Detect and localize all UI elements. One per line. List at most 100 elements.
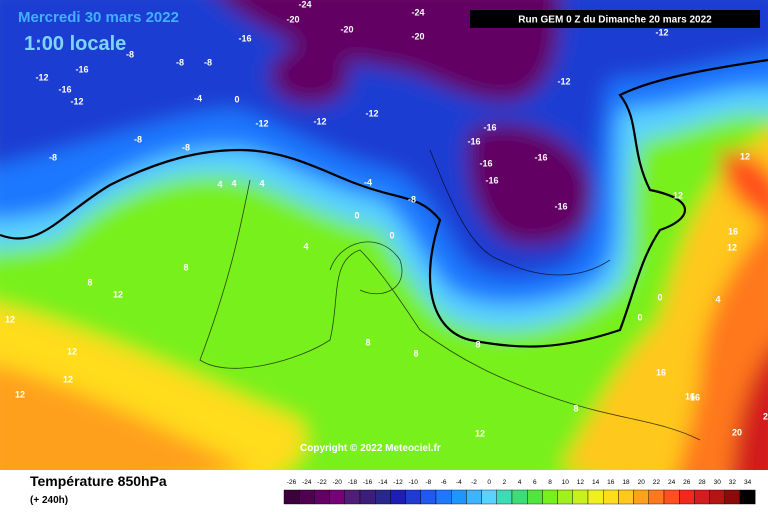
map-label: -16	[554, 201, 567, 211]
map-label: -16	[534, 152, 547, 162]
run-info: Run GEM 0 Z du Dimanche 20 mars 2022	[518, 15, 712, 26]
map-label: -8	[408, 194, 416, 204]
map-label: 12	[740, 151, 750, 161]
map-label: 16	[728, 226, 738, 236]
scale-tick: 14	[592, 479, 600, 486]
map-label: 4	[217, 179, 222, 189]
scale-swatch	[679, 489, 695, 505]
scale-swatch	[618, 489, 634, 505]
scale-swatch	[572, 489, 589, 505]
map-label: -12	[655, 27, 668, 37]
map-label: -16	[238, 33, 251, 43]
map-label: 4	[259, 178, 264, 188]
scale-tick: 20	[638, 479, 646, 486]
copyright: Copyright © 2022 Meteociel.fr	[300, 443, 441, 454]
map-label: -16	[75, 64, 88, 74]
map-label: -8	[134, 134, 142, 144]
scale-swatch	[694, 489, 710, 505]
map-label: -16	[479, 158, 492, 168]
map-label: -16	[485, 175, 498, 185]
scale-tick: -24	[302, 479, 312, 486]
footer-lead: (+ 240h)	[30, 495, 68, 506]
map-label: 12	[113, 289, 123, 299]
scale-tick: -26	[287, 479, 297, 486]
map-label: -12	[70, 96, 83, 106]
map-label: 0	[354, 210, 359, 220]
scale-tick: 16	[607, 479, 615, 486]
scale-tick: 32	[729, 479, 737, 486]
map-label: -8	[126, 49, 134, 59]
map-label: -12	[35, 72, 48, 82]
scale-tick: -22	[317, 479, 327, 486]
map-label: 16	[685, 391, 695, 401]
map-label: -16	[467, 136, 480, 146]
map-label: -20	[286, 14, 299, 24]
scale-swatch	[405, 489, 422, 505]
map-label: -4	[364, 177, 372, 187]
scale-tick: -8	[426, 479, 432, 486]
scale-tick: -2	[471, 479, 477, 486]
scale-swatch	[587, 489, 604, 505]
scale-tick: 18	[622, 479, 630, 486]
scale-swatch	[557, 489, 573, 505]
scale-tick: 28	[698, 479, 706, 486]
scale-tick: 8	[548, 479, 552, 486]
map-label: 12	[727, 242, 737, 252]
map-label: 12	[475, 428, 485, 438]
scale-tick: -4	[456, 479, 462, 486]
scale-tick: 26	[683, 479, 691, 486]
map-label: 12	[5, 314, 15, 324]
scale-tick: 10	[562, 479, 570, 486]
scale-tick: 2	[503, 479, 507, 486]
scale-swatch	[466, 489, 482, 505]
coastlines	[199, 149, 701, 441]
map-label: 20	[732, 427, 742, 437]
map-label: 12	[67, 346, 77, 356]
scale-tick: 6	[533, 479, 537, 486]
footer-title: Température 850hPa	[30, 473, 167, 489]
scale-tick: 22	[653, 479, 661, 486]
scale-swatch	[344, 489, 361, 505]
scale-tick: -6	[441, 479, 447, 486]
isotherm-zero	[0, 58, 768, 348]
scale-swatch	[542, 489, 558, 505]
scale-swatch	[283, 489, 300, 505]
scale-tick: 24	[668, 479, 676, 486]
map-label: 16	[690, 392, 700, 402]
scale-tick: -10	[408, 479, 418, 486]
map-label: 8	[87, 277, 92, 287]
map-label: -12	[365, 108, 378, 118]
map-label: 4	[231, 178, 236, 188]
map-label: -20	[411, 31, 424, 41]
color-scale: -26 -24 -22 -20 -18 -16 -14 -12 -10 -8 -6 -4 -2 0 2 4 6 8…	[283, 479, 756, 505]
map-label: 20	[763, 411, 768, 421]
map-label: 0	[389, 230, 394, 240]
scale-swatch	[663, 489, 680, 505]
scale-swatch	[420, 489, 437, 505]
scale-tick: 30	[714, 479, 722, 486]
scale-tick: -20	[332, 479, 342, 486]
scale-swatch	[527, 489, 543, 505]
map-label: 8	[475, 339, 480, 349]
map-label: -8	[182, 142, 190, 152]
scale-swatch	[390, 489, 406, 505]
map-label: -8	[176, 57, 184, 67]
scale-swatch	[329, 489, 346, 505]
scale-swatch	[375, 489, 391, 505]
map-label: -16	[483, 122, 496, 132]
scale-swatch	[359, 489, 376, 505]
scale-swatch	[648, 489, 665, 505]
map-label: 12	[673, 190, 683, 200]
scale-swatch	[709, 489, 725, 505]
scale-swatch	[435, 489, 452, 505]
map-label: -8	[49, 152, 57, 162]
run-box	[470, 10, 760, 28]
map-label: -12	[255, 118, 268, 128]
map-label: 12	[63, 374, 73, 384]
map-label: 8	[365, 337, 370, 347]
map-label: 4	[715, 294, 720, 304]
scale-tick: -16	[363, 479, 373, 486]
scale-swatch	[511, 489, 528, 505]
